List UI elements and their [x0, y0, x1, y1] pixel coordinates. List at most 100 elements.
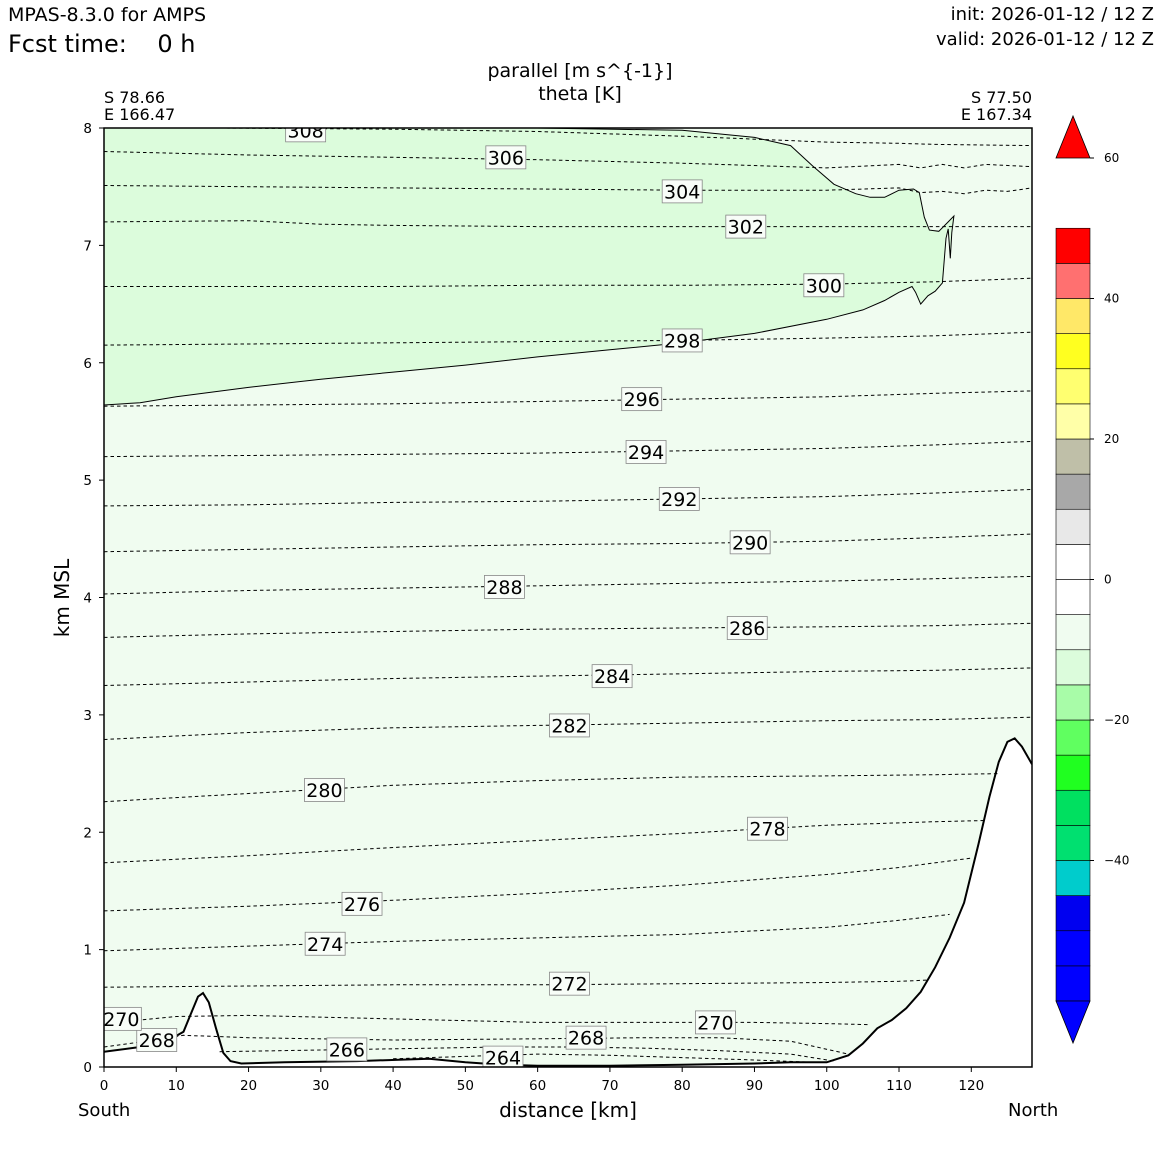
x-tick-label: 50 [457, 1078, 474, 1094]
theta-label-272: 272 [549, 971, 590, 996]
theta-label-box [803, 273, 845, 298]
chart-subtitle: theta [K] [538, 83, 622, 105]
colorbar-swatch [1055, 684, 1091, 721]
theta-label-282: 282 [549, 713, 590, 737]
colorbar-swatch [1055, 227, 1091, 264]
theta-label-box [326, 1037, 368, 1062]
left-endpoint-lat: S 78.66 [104, 88, 166, 107]
x-tick-label: 80 [674, 1078, 691, 1094]
theta-label-text: 290 [732, 532, 768, 554]
theta-label-box [483, 575, 525, 599]
theta-contour-270 [104, 1014, 871, 1026]
theta-label-text: 264 [485, 1048, 521, 1070]
colorbar-swatch [1055, 508, 1091, 545]
theta-label-box [661, 328, 703, 353]
y-tick-label: 7 [83, 238, 92, 254]
x-tick-label: 70 [601, 1078, 618, 1094]
theta-contour-272 [104, 979, 928, 988]
theta-label-308: 308 [285, 120, 327, 142]
forecast-time-value: 0 h [157, 30, 196, 58]
model-title: MPAS-8.3.0 for AMPS [8, 4, 207, 26]
colorbar-swatch [1055, 895, 1091, 932]
theta-label-288: 288 [483, 575, 525, 599]
south-label: South [78, 1100, 131, 1121]
y-tick-label: 1 [83, 943, 92, 959]
x-tick-label: 120 [958, 1078, 984, 1094]
colorbar-swatch [1055, 333, 1091, 370]
theta-label-text: 266 [329, 1039, 365, 1061]
colorbar-tick-label: 20 [1104, 432, 1119, 446]
theta-label-text: 286 [729, 618, 765, 640]
colorbar-swatch [1055, 579, 1091, 615]
theta-label-300: 300 [803, 273, 845, 298]
theta-label-280: 280 [304, 778, 345, 802]
theta-label-text: 288 [486, 577, 522, 599]
y-tick-label: 5 [83, 473, 92, 489]
colorbar-swatch [1055, 789, 1091, 826]
theta-label-box [625, 440, 667, 464]
valid-time: valid: 2026-01-12 / 12 Z [936, 29, 1154, 50]
x-tick-label: 10 [168, 1078, 185, 1094]
y-tick-label: 0 [83, 1060, 92, 1076]
theta-label-304: 304 [661, 179, 703, 204]
theta-label-278: 278 [747, 816, 788, 841]
terrain-fill [104, 738, 1032, 1067]
theta-label-text: 276 [344, 894, 380, 916]
y-tick-label: 6 [83, 356, 92, 372]
theta-contour-280 [104, 773, 1001, 803]
theta-label-text: 280 [306, 780, 342, 802]
theta-label-box [658, 487, 700, 511]
x-tick-label: 60 [529, 1078, 546, 1094]
shading-region [104, 128, 954, 405]
colorbar-swatch [1055, 368, 1091, 405]
theta-contour-286 [104, 622, 1032, 638]
theta-label-290: 290 [729, 530, 771, 554]
theta-label-box [726, 616, 768, 640]
colorbar-tick-label: 60 [1104, 151, 1119, 165]
theta-label-text: 278 [749, 819, 785, 841]
x-axis-label: distance [km] [499, 1098, 637, 1122]
colorbar-swatch [1055, 860, 1091, 896]
forecast-time: Fcst time: 0 h [8, 30, 195, 58]
theta-label-text: 304 [664, 181, 700, 203]
theta-label-box [695, 1010, 736, 1035]
colorbar-tick-label: −20 [1104, 713, 1129, 727]
theta-label-text: 292 [661, 489, 697, 511]
theta-label-box [621, 387, 663, 412]
theta-contour-282 [104, 716, 1032, 740]
theta-label-268: 268 [136, 1028, 178, 1052]
theta-label-text: 294 [628, 442, 664, 464]
colorbar-swatch [1055, 473, 1091, 510]
theta-label-text: 270 [697, 1012, 733, 1034]
colorbar-swatch [1055, 825, 1091, 861]
colorbar-swatch [1055, 544, 1091, 580]
shading-region-outline [104, 128, 955, 406]
theta-contour-302 [104, 220, 1032, 228]
theta-label-box [747, 816, 788, 841]
theta-label-text: 268 [568, 1028, 604, 1050]
theta-label-284: 284 [591, 664, 633, 689]
colorbar: −40 −20 0 20 40 60 [1055, 114, 1129, 1045]
theta-label-text: 308 [288, 120, 324, 142]
theta-label-text: 306 [488, 147, 524, 169]
theta-contour-288 [104, 575, 1032, 595]
theta-label-302: 302 [725, 214, 767, 239]
right-endpoint-lat: S 77.50 [970, 88, 1032, 107]
x-tick-label: 40 [385, 1078, 402, 1094]
colorbar-swatch [1055, 930, 1091, 967]
theta-label-294: 294 [625, 440, 667, 464]
theta-label-box [549, 971, 590, 996]
theta-label-292: 292 [658, 487, 700, 511]
theta-label-box [591, 664, 633, 689]
theta-label-264: 264 [482, 1045, 524, 1070]
theta-label-text: 296 [624, 389, 660, 411]
theta-label-box [304, 778, 345, 802]
theta-label-274: 274 [304, 931, 346, 956]
y-tick-label: 4 [83, 591, 92, 607]
theta-contour-292 [104, 489, 1032, 507]
theta-label-box [136, 1028, 178, 1052]
theta-label-text: 284 [594, 666, 630, 688]
theta-label-box [661, 179, 703, 204]
